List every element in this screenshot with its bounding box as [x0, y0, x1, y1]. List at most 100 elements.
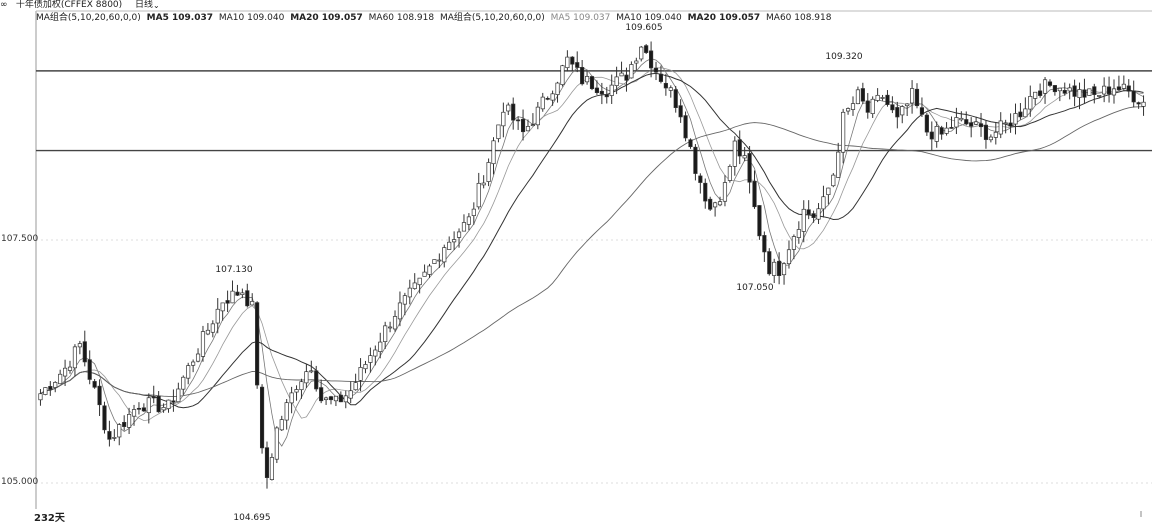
candle-down — [87, 359, 92, 380]
ma5-value: MA5 109.037 — [146, 13, 213, 23]
candle-up — [279, 419, 284, 431]
candle-up — [58, 373, 63, 385]
candle-up — [210, 323, 215, 333]
candle-down — [757, 205, 762, 237]
candle-up — [200, 331, 206, 357]
candle-up — [1111, 88, 1117, 96]
candle-down — [752, 180, 757, 208]
candle-down — [264, 447, 270, 478]
candle-down — [939, 127, 944, 135]
ma20-line — [40, 72, 1144, 409]
candle-up — [456, 231, 462, 238]
instrument-title: 十年债加权(CFFEX 8800) — [15, 0, 123, 10]
candle-down — [658, 73, 664, 82]
candle-up — [934, 126, 939, 142]
candle-down — [693, 146, 698, 174]
candle-up — [496, 124, 501, 139]
candle-up — [161, 407, 166, 411]
candle-down — [890, 104, 895, 111]
candle-down — [520, 118, 526, 133]
price-annotation: 109.320 — [825, 52, 862, 62]
candle-up — [1003, 122, 1008, 125]
candle-down — [599, 90, 604, 95]
candle-up — [146, 397, 151, 414]
ma10-line — [40, 67, 1144, 422]
candle-up — [1141, 101, 1146, 107]
period-selector[interactable]: 日线⌄ — [135, 0, 160, 11]
candle-up — [407, 287, 412, 298]
candle-down — [653, 67, 659, 73]
candle-up — [555, 82, 560, 95]
candle-down — [1062, 90, 1067, 94]
candle-up — [1013, 113, 1018, 125]
candle-down — [865, 100, 870, 113]
candle-up — [565, 56, 570, 69]
candle-down — [1106, 86, 1112, 95]
candle-up — [1057, 87, 1062, 92]
candle-up — [742, 155, 747, 159]
candle-down — [811, 213, 816, 218]
candle-up — [77, 343, 82, 348]
candle-up — [1023, 108, 1028, 118]
candle-down — [48, 386, 53, 390]
candle-down — [1092, 86, 1097, 95]
candle-up — [634, 60, 639, 64]
candle-down — [604, 94, 609, 98]
candle-down — [663, 82, 668, 89]
candle-up — [619, 72, 624, 77]
candle-up — [486, 162, 491, 182]
candle-up — [850, 103, 856, 110]
ma60-value-2: MA60 108.918 — [766, 13, 832, 23]
candle-up — [481, 182, 486, 186]
candle-up — [855, 89, 860, 105]
ma-group-label-2[interactable]: MA组合(5,10,20,60,0,0) — [439, 13, 545, 23]
candle-down — [1126, 85, 1131, 92]
candle-up — [353, 382, 358, 391]
candle-up — [63, 367, 68, 377]
candle-down — [545, 98, 550, 100]
horizontal-lines[interactable] — [36, 70, 1152, 152]
candle-down — [82, 341, 87, 363]
candle-up — [1033, 91, 1038, 99]
price-annotation: 109.605 — [625, 23, 662, 33]
day-count: 232天 — [34, 513, 65, 524]
candle-up — [304, 371, 309, 384]
candle-down — [762, 235, 767, 253]
candle-up — [1028, 96, 1033, 110]
candlesticks — [38, 41, 1146, 489]
candle-up — [796, 229, 801, 238]
candle-up — [466, 216, 471, 225]
candle-up — [535, 106, 540, 126]
candle-down — [328, 396, 334, 401]
candle-up — [309, 370, 314, 373]
candle-down — [860, 88, 865, 102]
candle-up — [392, 316, 398, 330]
candle-down — [678, 105, 683, 118]
candle-up — [250, 301, 255, 306]
candle-down — [1018, 111, 1023, 118]
candle-up — [284, 402, 289, 421]
candle-up — [816, 208, 821, 220]
ma10-value-2: MA10 109.040 — [616, 13, 682, 23]
candle-up — [732, 140, 737, 167]
candle-down — [777, 260, 782, 276]
candle-down — [92, 381, 97, 388]
grid-lines — [36, 239, 1152, 484]
candle-up — [944, 127, 949, 134]
ma-group-label[interactable]: MA组合(5,10,20,60,0,0) — [36, 13, 141, 23]
candle-up — [791, 236, 796, 250]
candle-down — [978, 123, 984, 128]
candle-down — [806, 209, 811, 215]
candle-up — [959, 117, 964, 121]
candle-up — [343, 395, 348, 403]
candle-down — [589, 76, 595, 90]
candle-up — [826, 187, 831, 196]
candle-down — [914, 88, 920, 107]
title-bar: ∞ 十年债加权(CFFEX 8800) 日线⌄ — [0, 0, 1152, 11]
candle-up — [1067, 87, 1072, 92]
price-annotations: 109.605 109.320 107.130 107.050 104.695 — [215, 23, 862, 521]
candle-up — [442, 247, 447, 263]
ma60-line — [40, 106, 1144, 398]
candle-down — [1131, 90, 1136, 103]
